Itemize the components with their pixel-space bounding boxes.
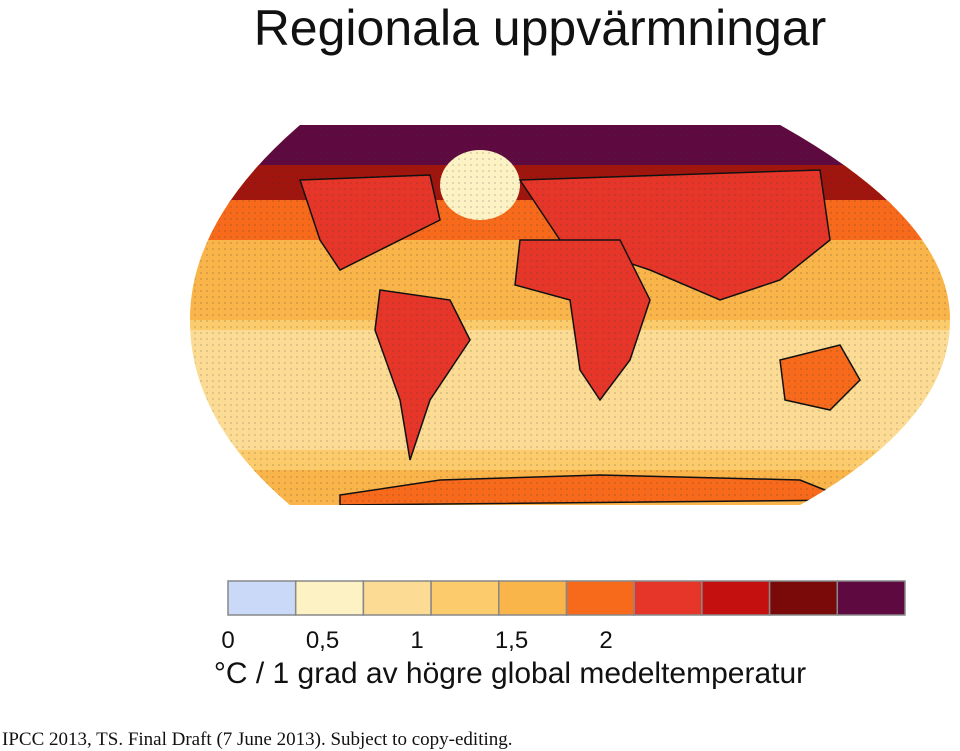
tick-label: 0 [221,627,234,654]
tick-label: 2 [599,627,612,654]
title: Regionala uppvärmningar [254,0,827,56]
color-swatch [701,580,771,616]
source: IPCC 2013, TS. Final Draft (7 June 2013)… [2,729,513,750]
color-swatch [768,580,839,616]
color-swatch [498,580,568,616]
color-swatch [633,580,703,616]
map [190,125,950,505]
color-swatch [227,580,297,616]
colorbar-label: °C / 1 grad av högre global medeltempera… [214,657,806,690]
colorbar: 0 0,5 1 1,5 2 [221,580,906,654]
tick-label: 0,5 [306,627,339,654]
color-swatch [362,580,432,616]
color-swatch [836,580,906,616]
color-swatch [565,580,635,616]
tick-label: 1,5 [495,627,528,654]
tick-label: 1 [410,627,423,654]
color-swatch [294,580,365,616]
color-swatch [430,580,500,616]
